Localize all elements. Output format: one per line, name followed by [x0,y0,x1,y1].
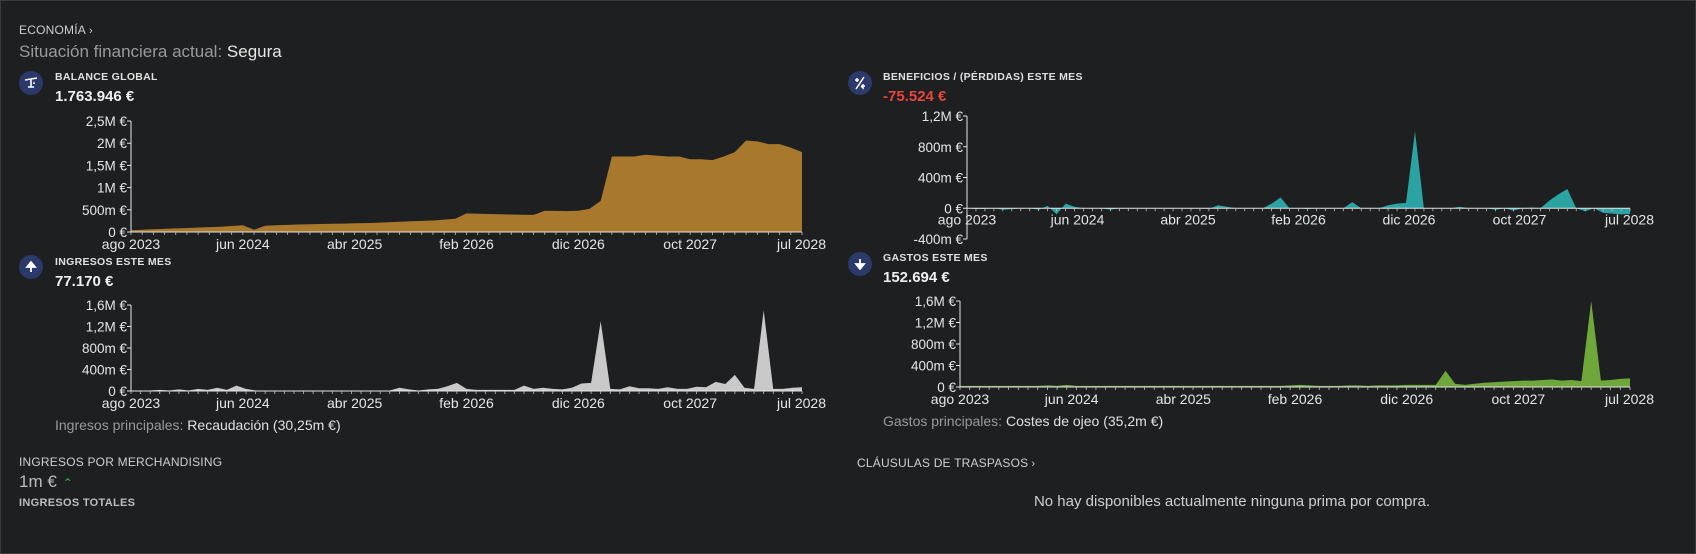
balance-y-tick-label: 1,5M € [86,158,128,173]
transfer-clauses-link[interactable]: CLÁUSULAS DE TRASPASOS › [857,456,1035,470]
income-x-tick-label: oct 2027 [663,395,717,411]
balance-x-tick-label: ago 2023 [102,236,161,252]
income-y-tick-label: 0 € [108,384,127,399]
expenses-x-tick-label: dic 2026 [1380,391,1433,407]
balance-x-tick-label: jun 2024 [215,236,270,252]
balance-x-tick-label: abr 2025 [327,236,382,252]
income-main-value: Recaudación (30,25m €) [187,417,341,433]
merchandising-title: INGRESOS POR MERCHANDISING [19,455,223,469]
merchandising-footer: INGRESOS TOTALES [19,497,136,509]
balance-value: 1.763.946 € [55,88,135,105]
balance-y-tick-label: 2,5M € [86,114,128,129]
merchandising-value: 1m € ⌃ [19,472,73,492]
financial-status-label: Situación financiera actual: [19,42,223,61]
balance-y-tick-label: 500m € [82,203,128,218]
expenses-y-tick-label: 800m € [911,337,957,352]
income-y-tick-label: 1,2M € [86,320,128,335]
balance-area-series [131,140,802,232]
balance-x-tick-label: jul 2028 [776,236,826,252]
expenses-main-value: Costes de ojeo (35,2m €) [1005,413,1164,429]
plus-minus-icon [848,71,872,95]
income-main-source: Ingresos principales: Recaudación (30,25… [55,417,341,433]
financial-status: Situación financiera actual: Segura [19,42,282,62]
expenses-x-tick-label: abr 2025 [1156,391,1211,407]
arrow-up-icon [19,255,43,279]
balance-title: BALANCE GLOBAL [55,71,158,83]
expenses-x-tick-label: oct 2027 [1491,391,1545,407]
chevron-right-icon: › [88,25,93,37]
income-x-tick-label: feb 2026 [439,395,494,411]
profit-area-series [967,131,1630,215]
expenses-main-label: Gastos principales: [883,413,1003,429]
profit-x-tick-label: jun 2024 [1050,211,1105,227]
expenses-x-tick-label: jun 2024 [1044,391,1099,407]
merchandising-amount: 1m € [19,472,57,491]
expenses-y-tick-label: 1,2M € [915,316,957,331]
profit-x-tick-label: ago 2023 [938,211,997,227]
balance-y-tick-label: 1M € [97,181,128,196]
profit-x-tick-label: jul 2028 [1604,211,1654,227]
chevron-right-icon: › [1031,458,1036,470]
expenses-title: GASTOS ESTE MES [883,252,988,264]
trend-up-icon: ⌃ [62,476,73,490]
profit-y-tick-label: 1,2M € [922,109,964,124]
income-title: INGRESOS ESTE MES [55,256,172,268]
profit-title: BENEFICIOS / (PÉRDIDAS) ESTE MES [883,71,1083,83]
expenses-value: 152.694 € [883,269,950,286]
profit-x-tick-label: dic 2026 [1383,211,1436,227]
profit-x-tick-label: feb 2026 [1271,211,1326,227]
expenses-y-tick-label: 1,6M € [915,294,957,309]
income-y-tick-label: 800m € [82,341,128,356]
income-x-tick-label: ago 2023 [102,395,161,411]
income-x-tick-label: dic 2026 [552,395,605,411]
economy-section-link[interactable]: ECONOMÍA › [19,23,93,37]
balance-x-tick-label: dic 2026 [552,236,605,252]
expenses-x-tick-label: ago 2023 [931,391,990,407]
income-x-tick-label: jul 2028 [776,395,826,411]
expenses-x-tick-label: jul 2028 [1604,391,1654,407]
income-y-tick-label: 1,6M € [86,298,128,313]
transfer-empty-message: No hay disponibles actualmente ninguna p… [1033,493,1431,510]
expenses-main-source: Gastos principales: Costes de ojeo (35,2… [883,413,1163,429]
profit-value: -75.524 € [883,88,947,105]
balance-y-tick-label: 2M € [97,136,128,151]
economy-section-label: ECONOMÍA [19,23,86,37]
balance-x-tick-label: feb 2026 [439,236,494,252]
arrow-down-icon [848,252,872,276]
balance-x-tick-label: oct 2027 [663,236,717,252]
financial-status-value: Segura [226,42,282,61]
profit-y-tick-label: 800m € [918,140,964,155]
income-y-tick-label: 400m € [82,363,128,378]
transfer-clauses-label: CLÁUSULAS DE TRASPASOS [857,456,1029,470]
income-main-label: Ingresos principales: [55,417,184,433]
balance-y-tick-label: 0 € [108,225,127,240]
profit-y-tick-label: 0 € [944,201,963,216]
profit-y-tick-label: -400m € [913,232,963,247]
income-value: 77.170 € [55,273,114,290]
income-x-tick-label: abr 2025 [327,395,382,411]
profit-x-tick-label: abr 2025 [1160,211,1215,227]
expenses-area-series [960,301,1630,387]
profit-x-tick-label: oct 2027 [1493,211,1547,227]
expenses-y-tick-label: 400m € [911,359,957,374]
balance-scale-icon [19,71,43,95]
expenses-x-tick-label: feb 2026 [1268,391,1323,407]
profit-y-tick-label: 400m € [918,171,964,186]
expenses-y-tick-label: 0 € [937,380,956,395]
income-x-tick-label: jun 2024 [215,395,270,411]
income-area-series [131,310,802,391]
